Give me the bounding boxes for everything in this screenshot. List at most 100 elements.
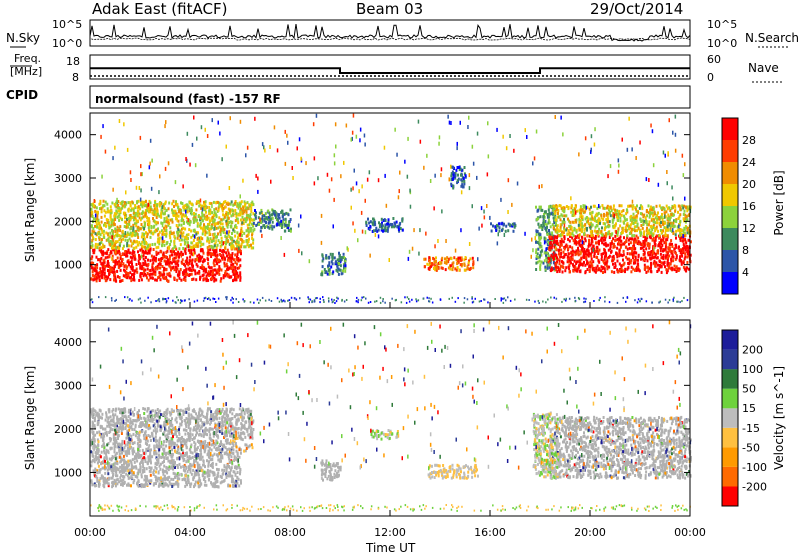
scatter-cell	[628, 232, 631, 235]
scatter-cell	[452, 186, 455, 190]
scatter-cell	[532, 161, 534, 166]
scatter-cell	[612, 237, 615, 241]
scatter-cell	[106, 207, 109, 211]
scatter-cell	[337, 297, 339, 300]
scatter-cell	[602, 221, 605, 225]
scatter-cell	[151, 266, 154, 270]
scatter-cell	[652, 208, 655, 212]
scatter-cell	[100, 228, 103, 232]
scatter-cell	[233, 258, 235, 262]
scatter-cell	[636, 224, 639, 228]
scatter-cell	[669, 221, 672, 225]
scatter-cell	[601, 236, 604, 240]
scatter-cell	[568, 258, 571, 262]
scatter-cell	[621, 137, 623, 142]
scatter-cell	[135, 224, 138, 228]
scatter-cell	[157, 233, 160, 237]
scatter-cell	[448, 297, 450, 300]
scatter-cell	[271, 227, 274, 231]
scatter-cell	[234, 234, 237, 238]
scatter-cell	[116, 206, 119, 210]
scatter-cell	[289, 229, 292, 233]
scatter-cell	[119, 268, 122, 272]
scatter-cell	[660, 230, 663, 234]
scatter-cell	[205, 270, 208, 274]
scatter-cell	[423, 257, 426, 261]
scatter-cell	[131, 251, 134, 255]
scatter-cell	[190, 202, 193, 206]
scatter-cell	[635, 156, 637, 160]
scatter-cell	[612, 224, 615, 228]
scatter-cell	[609, 247, 612, 251]
scatter-cell	[572, 210, 575, 214]
scatter-cell	[188, 266, 191, 270]
scatter-cell	[432, 256, 435, 260]
scatter-cell	[549, 204, 552, 208]
scatter-cell	[676, 267, 679, 271]
scatter-cell	[97, 219, 100, 223]
scatter-cell	[209, 237, 212, 241]
scatter-cell	[628, 246, 631, 250]
scatter-cell	[608, 236, 611, 239]
scatter-cell	[677, 217, 680, 220]
scatter-cell	[547, 208, 550, 212]
scatter-cell	[452, 184, 455, 188]
scatter-cell	[227, 216, 230, 220]
scatter-cell	[555, 230, 558, 234]
scatter-cell	[109, 251, 112, 255]
scatter-cell	[340, 272, 343, 276]
scatter-cell	[443, 261, 446, 265]
scatter-cell	[585, 220, 588, 224]
scatter-cell	[531, 237, 533, 242]
scatter-cell	[204, 267, 207, 271]
scatter-cell	[369, 301, 372, 303]
scatter-cell	[487, 121, 489, 126]
scatter-cell	[152, 248, 155, 251]
scatter-cell	[541, 184, 543, 189]
scatter-cell	[571, 257, 574, 261]
scatter-cell	[633, 234, 636, 238]
scatter-cell	[237, 233, 240, 237]
scatter-cell	[202, 205, 205, 209]
scatter-cell	[582, 204, 585, 208]
scatter-cell	[584, 270, 587, 274]
scatter-cell	[655, 204, 658, 208]
scatter-cell	[182, 222, 185, 225]
scatter-cell	[98, 258, 101, 261]
scatter-cell	[642, 223, 645, 226]
scatter-cell	[677, 210, 679, 214]
scatter-cell	[633, 244, 636, 248]
scatter-cell	[343, 264, 345, 268]
scatter-cell	[265, 221, 267, 224]
scatter-cell	[178, 247, 181, 251]
scatter-cell	[176, 202, 179, 206]
scatter-cell	[682, 261, 685, 265]
scatter-cell	[127, 248, 130, 252]
scatter-cell	[187, 233, 190, 237]
scatter-cell	[156, 240, 159, 244]
scatter-cell	[194, 212, 197, 216]
scatter-cell	[558, 204, 561, 207]
scatter-cell	[181, 261, 184, 265]
scatter-cell	[560, 207, 563, 211]
scatter-cell	[226, 267, 229, 271]
scatter-cell	[163, 272, 166, 276]
scatter-cell	[682, 206, 685, 210]
scatter-cell	[280, 222, 283, 226]
scatter-cell	[100, 226, 102, 230]
scatter-cell	[571, 251, 574, 255]
scatter-cell	[153, 224, 156, 228]
scatter-cell	[548, 263, 551, 267]
scatter-cell	[379, 223, 382, 227]
scatter-cell	[122, 211, 125, 215]
scatter-cell	[106, 250, 109, 254]
scatter-cell	[103, 273, 106, 277]
scatter-cell	[415, 298, 417, 301]
scatter-cell	[653, 240, 656, 244]
scatter-cell	[665, 242, 668, 246]
scatter-cell	[97, 221, 100, 225]
scatter-cell	[220, 218, 223, 222]
scatter-cell	[98, 202, 101, 206]
scatter-cell	[635, 269, 638, 272]
scatter-cell	[191, 258, 194, 262]
